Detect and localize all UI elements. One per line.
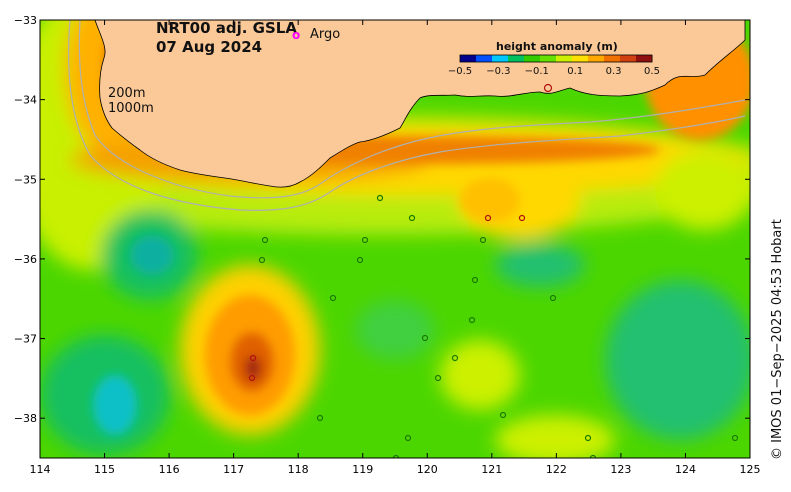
argo-legend-label: Argo bbox=[310, 27, 340, 42]
map-title-date: 07 Aug 2024 bbox=[156, 38, 262, 56]
x-tick-label: 124 bbox=[675, 463, 696, 476]
colorbar-cell bbox=[588, 55, 605, 62]
colorbar-cell bbox=[556, 55, 573, 62]
y-tick-label: −33 bbox=[14, 14, 37, 27]
y-tick-label: −38 bbox=[14, 412, 37, 425]
x-tick-label: 123 bbox=[610, 463, 631, 476]
colorbar-tick-label: −0.1 bbox=[525, 66, 549, 77]
colorbar-cell bbox=[620, 55, 637, 62]
x-axis: 114 115 116 117 118 119 120 121 122 123 124 125 bbox=[30, 20, 761, 476]
y-axis: −33 −34 −35 −36 −37 −38 bbox=[14, 14, 750, 425]
colorbar-cell bbox=[524, 55, 541, 62]
x-tick-label: 121 bbox=[481, 463, 502, 476]
isobath-1000m-label: 1000m bbox=[108, 101, 154, 116]
map-title-product: NRT00 adj. GSLA bbox=[156, 19, 297, 37]
x-tick-label: 115 bbox=[94, 463, 115, 476]
colorbar-tick-label: 0.1 bbox=[567, 66, 583, 77]
x-tick-label: 120 bbox=[417, 463, 438, 476]
colorbar-cell bbox=[604, 55, 621, 62]
imos-credit: © IMOS 01−Sep−2025 04:53 Hobart bbox=[770, 219, 785, 460]
x-tick-label: 116 bbox=[159, 463, 180, 476]
plot-frame bbox=[39, 19, 751, 459]
y-tick-label: −37 bbox=[14, 333, 37, 346]
colorbar-cell bbox=[460, 55, 477, 62]
y-tick-label: −35 bbox=[14, 173, 37, 186]
isobath-200m-label: 200m bbox=[108, 86, 145, 101]
colorbar-tick-label: −0.3 bbox=[486, 66, 510, 77]
argo-floats bbox=[258, 194, 739, 458]
colorbar-cell bbox=[476, 55, 493, 62]
colorbar-cell bbox=[636, 55, 653, 62]
colorbar-cell bbox=[508, 55, 525, 62]
colorbar-cell bbox=[540, 55, 557, 62]
colorbar-title: height anomaly (m) bbox=[496, 40, 618, 53]
x-tick-label: 114 bbox=[30, 463, 51, 476]
x-tick-label: 125 bbox=[740, 463, 761, 476]
colorbar-cell bbox=[492, 55, 509, 62]
x-tick-label: 122 bbox=[546, 463, 567, 476]
colorbar bbox=[459, 54, 653, 63]
x-tick-label: 119 bbox=[352, 463, 373, 476]
sla-field bbox=[40, 20, 750, 458]
x-tick-label: 118 bbox=[288, 463, 309, 476]
colorbar-cell bbox=[572, 55, 589, 62]
y-tick-label: −36 bbox=[14, 253, 37, 266]
y-tick-label: −34 bbox=[14, 94, 37, 107]
colorbar-tick-label: 0.3 bbox=[606, 66, 622, 77]
argo-legend-icon: o bbox=[292, 28, 300, 42]
colorbar-tick-label: −0.5 bbox=[448, 66, 472, 77]
colorbar-tick-label: 0.5 bbox=[644, 66, 660, 77]
x-tick-label: 117 bbox=[223, 463, 244, 476]
